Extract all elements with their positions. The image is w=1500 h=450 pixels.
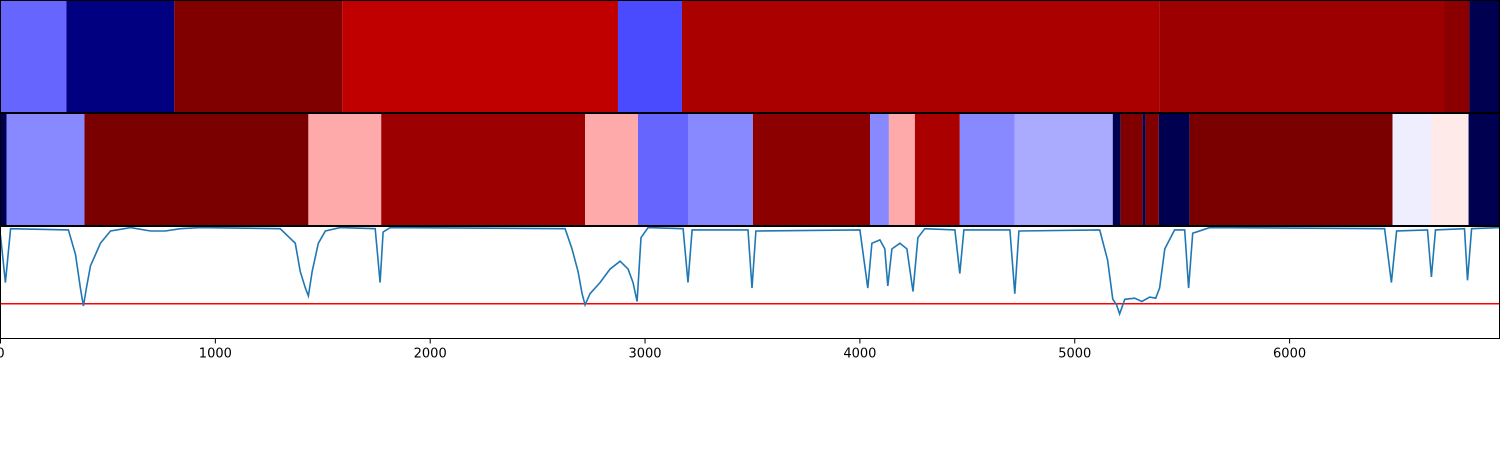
segment xyxy=(1120,113,1143,226)
segment xyxy=(688,113,753,226)
segment xyxy=(1158,113,1190,226)
segment xyxy=(1469,0,1500,113)
segment xyxy=(66,0,175,113)
segment xyxy=(308,113,382,226)
segment xyxy=(381,113,586,226)
segment xyxy=(585,113,638,226)
segment xyxy=(174,0,343,113)
segment xyxy=(84,113,309,226)
x-tick-label: 6000 xyxy=(1273,347,1306,362)
panel-frame xyxy=(0,226,1500,339)
segment xyxy=(1145,113,1159,226)
segment xyxy=(1431,113,1469,226)
x-tick-label: 4000 xyxy=(843,347,876,362)
segment xyxy=(1014,113,1113,226)
x-tick-label: 0 xyxy=(0,347,5,362)
segment xyxy=(888,113,915,226)
segment xyxy=(1468,113,1500,226)
x-tick-label: 3000 xyxy=(628,347,661,362)
x-tick-label: 1000 xyxy=(199,347,232,362)
line-series xyxy=(0,226,1500,317)
segment xyxy=(1112,113,1121,226)
segment xyxy=(342,0,618,113)
segment xyxy=(6,113,85,226)
segment xyxy=(0,0,67,113)
x-tick-label: 5000 xyxy=(1058,347,1091,362)
segment xyxy=(1159,0,1445,113)
segment xyxy=(1189,113,1393,226)
segment xyxy=(1392,113,1432,226)
segment xyxy=(0,113,7,226)
segment xyxy=(637,113,689,226)
segment xyxy=(1142,113,1146,226)
segment xyxy=(914,113,960,226)
segment xyxy=(869,113,889,226)
x-tick-label: 2000 xyxy=(414,347,447,362)
segment xyxy=(617,0,683,113)
segment xyxy=(1444,0,1470,113)
segment xyxy=(682,0,1160,113)
segment xyxy=(959,113,1015,226)
segment xyxy=(752,113,870,226)
